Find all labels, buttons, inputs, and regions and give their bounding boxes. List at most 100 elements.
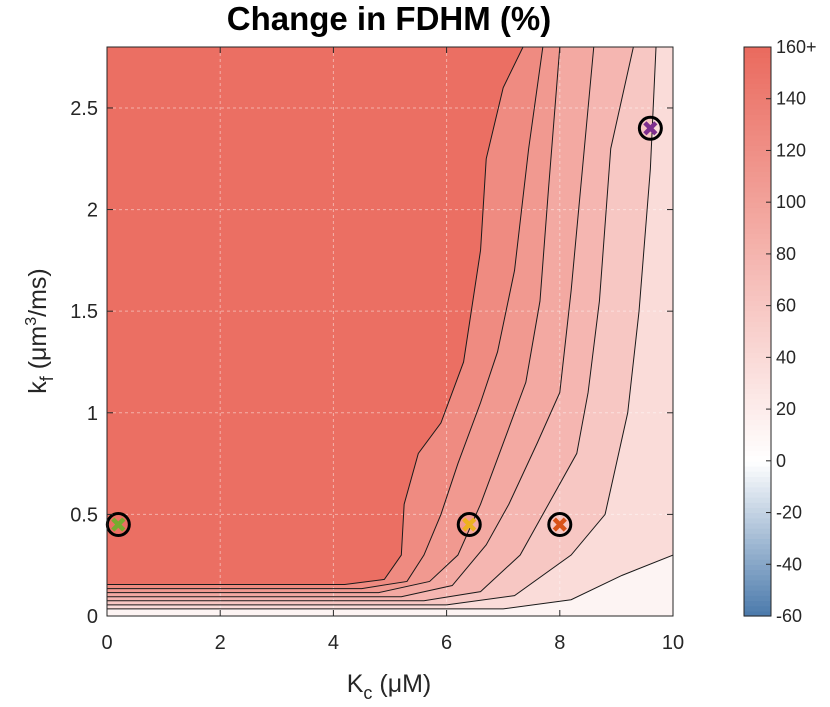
y-tick-label: 1 [87,403,98,425]
contour-line [107,47,561,594]
colorbar-segment [744,517,771,524]
colorbar-segment [744,181,771,188]
x-tick-label: 8 [554,632,565,654]
contour-line [107,47,544,590]
colorbar-segment [744,233,771,239]
colorbar-segment [744,502,771,508]
colorbar-segment [744,424,771,431]
x-axis: 0 2 4 6 8 10 [101,632,684,654]
colorbar-segment [744,429,771,436]
colorbar-segment [744,481,771,488]
colorbar-tick-label: 80 [776,244,796,264]
colorbar-segment [744,445,771,452]
colorbar-segment [744,150,771,157]
colorbar-segment [744,109,771,115]
colorbar-tick-label: 0 [776,451,786,471]
colorbar-segment [744,129,771,136]
colorbar-segment [744,414,771,421]
colorbar-segment [744,52,771,58]
colorbar-segment [744,352,771,358]
colorbar-segment [744,171,771,177]
marker [637,115,663,141]
y-tick-label: 1.5 [70,301,98,323]
colorbar-tick-label: 40 [776,347,796,367]
colorbar-segment [744,533,771,540]
colorbar-segment [744,274,771,281]
colorbar-segment [744,579,771,586]
colorbar-segment [744,186,771,193]
colorbar-segment [744,538,771,545]
colorbar-tick-label: 120 [776,140,806,160]
plot-area [105,46,674,617]
colorbar-segment [744,564,771,571]
colorbar-segment [744,67,771,74]
colorbar-segment [744,440,771,446]
y-tick-label: 2.5 [70,98,98,120]
colorbar-segment [744,398,771,405]
colorbar-tick-label: 20 [776,399,796,419]
colorbar-segment [744,605,771,612]
colorbar-tick-label: -60 [776,606,802,626]
colorbar-segment [744,434,771,441]
colorbar-segment [744,119,771,126]
colorbar-segment [744,512,771,519]
colorbar-segment [744,248,771,255]
colorbar-segment [744,419,771,426]
colorbar-segment [744,528,771,534]
colorbar-segment [744,372,771,379]
colorbar-segment [744,383,771,389]
colorbar-segment [744,347,771,353]
colorbar-segment [744,279,771,286]
colorbar-segment [744,393,771,400]
colorbar-segment [744,486,771,493]
colorbar-segment [744,595,771,602]
colorbar-segment [744,305,771,312]
colorbar-segment [744,207,771,214]
y-tick-label: 0 [87,606,98,628]
colorbar-segment [744,202,771,208]
contour-line [107,554,673,610]
colorbar-segment [744,145,771,152]
colorbar-segment [744,403,771,410]
colorbar-segment [744,553,771,560]
contour-line [107,47,634,602]
colorbar-segment [744,300,771,307]
marker-cross [462,517,477,532]
colorbar-segment [744,165,771,172]
colorbar-segment [744,341,771,348]
colorbar-segment [744,590,771,596]
marker [547,512,573,538]
colorbar-segment [744,522,771,529]
colorbar-segment [744,367,771,374]
colorbar-segment [744,507,771,514]
colorbar-segment [744,140,771,146]
colorbar-segment [744,124,771,131]
colorbar-frame [743,46,772,617]
colorbar-segment [744,197,771,203]
colorbar-segment [744,569,771,576]
colorbar-segment [744,331,771,338]
colorbar-segment [744,217,771,224]
colorbar-segment [744,191,771,198]
x-tick-label: 6 [441,632,452,654]
colorbar-segment [744,222,771,229]
colorbar-segment [744,548,771,555]
colorbar-segment [744,497,771,503]
marker-cross [552,517,567,532]
colorbar-segment [744,259,771,265]
y-axis: 0 0.5 1 1.5 2 2.5 [70,98,98,628]
contour-region [107,47,673,616]
colorbar-segment [744,72,771,79]
contour-region [107,47,673,616]
colorbar-segment [744,228,771,234]
plot-frame [106,46,674,617]
colorbar-segment [744,114,771,121]
x-tick-label: 10 [662,632,684,654]
colorbar-segment [744,610,771,617]
colorbar-segment [744,176,771,183]
colorbar-segment [744,155,771,162]
contour-line [107,47,524,586]
colorbar-segment [744,238,771,245]
colorbar-segment [744,284,771,291]
